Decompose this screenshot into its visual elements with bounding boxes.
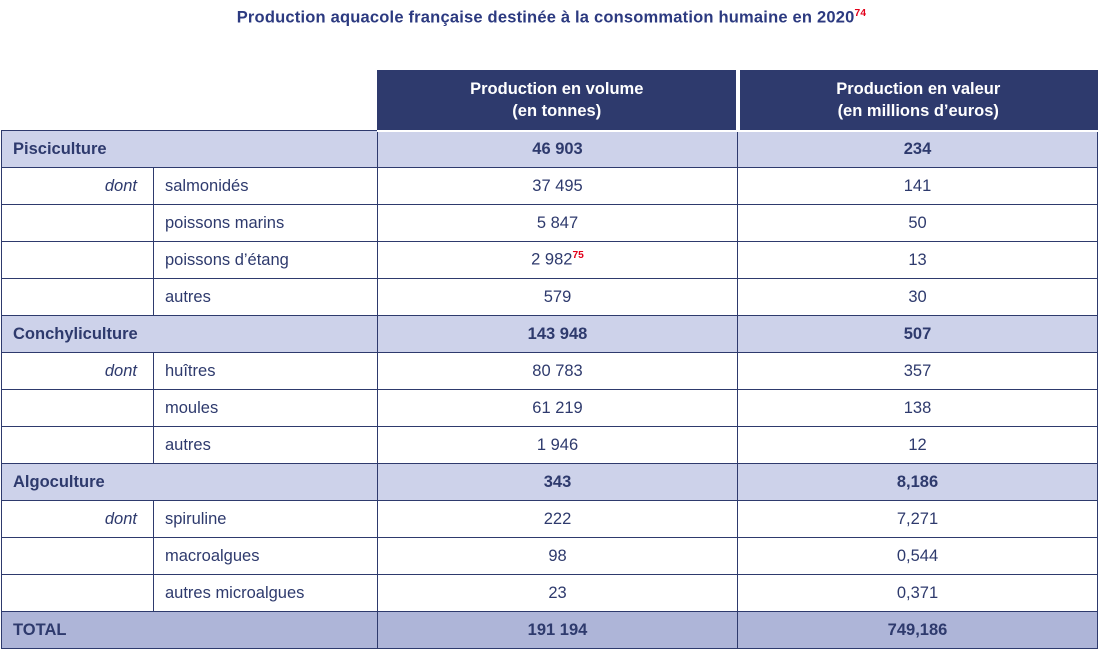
value-cell: 138 — [737, 389, 1098, 427]
table-body: Pisciculture 46 903 234 dont salmonidés 37 49… — [1, 130, 1098, 649]
value-cell: 50 — [737, 204, 1098, 242]
header-volume-line1: Production en volume — [470, 79, 644, 98]
footnote-ref: 75 — [572, 250, 584, 262]
volume-cell: 80 783 — [377, 352, 738, 390]
value-cell: 234 — [737, 130, 1098, 168]
subcategory-label: poissons d’étang — [153, 241, 378, 279]
total-label: TOTAL — [1, 611, 378, 649]
table-row-spiruline: dont spiruline 222 7,271 — [1, 500, 1098, 538]
value-cell: 141 — [737, 167, 1098, 205]
volume-cell: 98 — [377, 537, 738, 575]
subcategory-label: huîtres — [153, 352, 378, 390]
dont-cell — [1, 537, 154, 575]
dont-cell: dont — [1, 167, 154, 205]
table-row-salmonides: dont salmonidés 37 495 141 — [1, 167, 1098, 205]
dont-cell: dont — [1, 500, 154, 538]
table-row-algoculture: Algoculture 343 8,186 — [1, 463, 1098, 501]
volume-cell: 5 847 — [377, 204, 738, 242]
table-row-total: TOTAL 191 194 749,186 — [1, 611, 1098, 649]
volume-cell: 579 — [377, 278, 738, 316]
header-value: Production en valeur (en millions d’euro… — [735, 70, 1098, 132]
subcategory-label: autres — [153, 426, 378, 464]
table-row-macroalgues: macroalgues 98 0,544 — [1, 537, 1098, 575]
page-title: Production aquacole française destinée à… — [0, 8, 1103, 28]
dont-cell — [1, 574, 154, 612]
value-cell: 8,186 — [737, 463, 1098, 501]
subcategory-label: salmonidés — [153, 167, 378, 205]
subcategory-label: poissons marins — [153, 204, 378, 242]
table-row-autres-microalgues: autres microalgues 23 0,371 — [1, 574, 1098, 612]
category-label: Algoculture — [1, 463, 378, 501]
subcategory-label: autres microalgues — [153, 574, 378, 612]
header-volume-line2: (en tonnes) — [512, 102, 602, 121]
table-row-conchyliculture: Conchyliculture 143 948 507 — [1, 315, 1098, 353]
volume-cell: 343 — [377, 463, 738, 501]
volume-cell: 37 495 — [377, 167, 738, 205]
table-row-poissons-marins: poissons marins 5 847 50 — [1, 204, 1098, 242]
value-cell: 507 — [737, 315, 1098, 353]
volume-cell: 222 — [377, 500, 738, 538]
table-row-pisciculture: Pisciculture 46 903 234 — [1, 130, 1098, 168]
header-row: Production en volume (en tonnes) Product… — [1, 70, 1098, 132]
value-cell: 12 — [737, 426, 1098, 464]
volume-cell: 61 219 — [377, 389, 738, 427]
volume-cell: 191 194 — [377, 611, 738, 649]
dont-cell — [1, 241, 154, 279]
value-cell: 749,186 — [737, 611, 1098, 649]
subcategory-label: macroalgues — [153, 537, 378, 575]
value-cell: 357 — [737, 352, 1098, 390]
table-row-autres: autres 1 946 12 — [1, 426, 1098, 464]
header-empty-cell — [1, 70, 378, 131]
volume-cell: 23 — [377, 574, 738, 612]
table-row-autres: autres 579 30 — [1, 278, 1098, 316]
header-value-line1: Production en valeur — [836, 79, 1001, 98]
title-footnote-ref: 74 — [854, 8, 867, 19]
value-cell: 7,271 — [737, 500, 1098, 538]
volume-cell: 2 98275 — [377, 241, 738, 279]
volume-cell: 1 946 — [377, 426, 738, 464]
dont-cell: dont — [1, 352, 154, 390]
table-row-huitres: dont huîtres 80 783 357 — [1, 352, 1098, 390]
dont-cell — [1, 204, 154, 242]
subcategory-label: autres — [153, 278, 378, 316]
table-row-moules: moules 61 219 138 — [1, 389, 1098, 427]
table-header: Production en volume (en tonnes) Product… — [1, 70, 1098, 132]
volume-cell: 143 948 — [377, 315, 738, 353]
table-row-poissons-d-etang: poissons d’étang 2 98275 13 — [1, 241, 1098, 279]
subcategory-label: moules — [153, 389, 378, 427]
page-title-text: Production aquacole française destinée à… — [236, 8, 855, 27]
header-volume: Production en volume (en tonnes) — [377, 70, 738, 132]
category-label: Pisciculture — [1, 130, 378, 168]
value-cell: 13 — [737, 241, 1098, 279]
subcategory-label: spiruline — [153, 500, 378, 538]
header-value-line2: (en millions d’euros) — [837, 102, 999, 121]
dont-cell — [1, 426, 154, 464]
dont-cell — [1, 278, 154, 316]
page: { "title": { "text": "Production aquacol… — [0, 8, 1103, 667]
value-cell: 0,544 — [737, 537, 1098, 575]
value-cell: 30 — [737, 278, 1098, 316]
production-table: Production en volume (en tonnes) Product… — [1, 70, 1098, 649]
value-cell: 0,371 — [737, 574, 1098, 612]
volume-cell: 46 903 — [377, 130, 738, 168]
category-label: Conchyliculture — [1, 315, 378, 353]
dont-cell — [1, 389, 154, 427]
